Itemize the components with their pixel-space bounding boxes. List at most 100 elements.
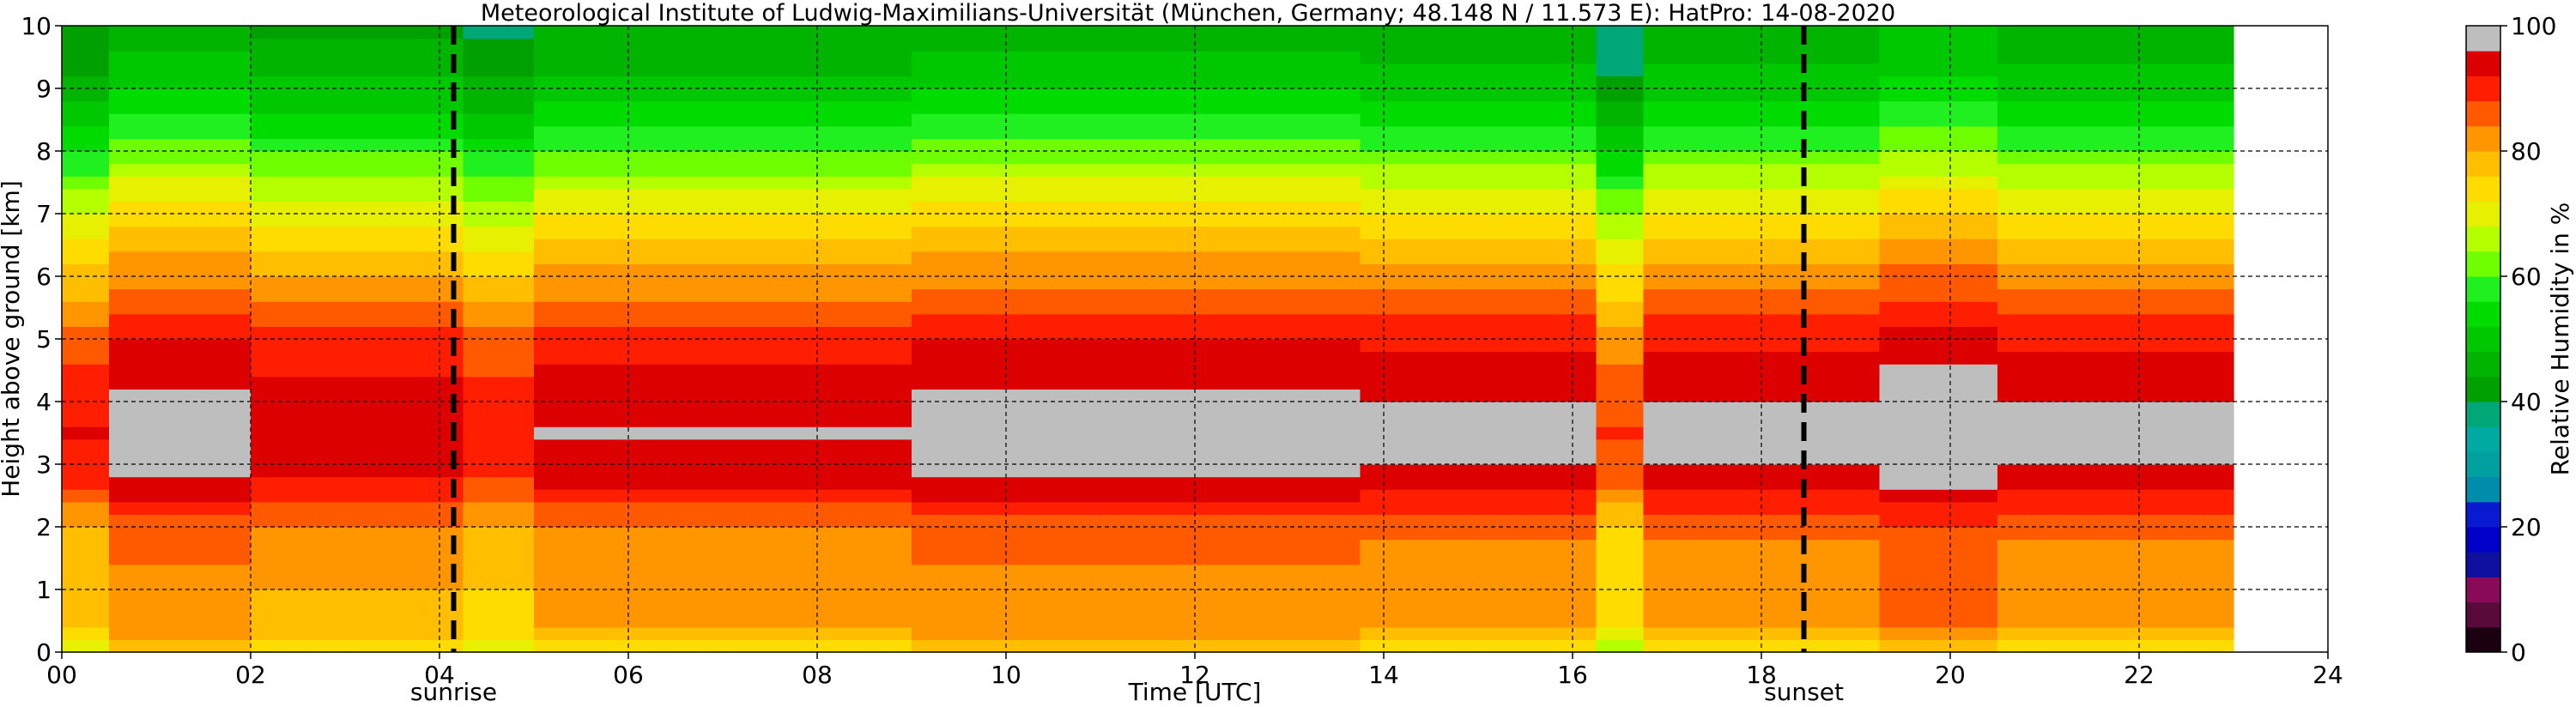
heatmap-cell [581, 451, 606, 465]
heatmap-cell [1171, 151, 1196, 165]
heatmap-cell [723, 138, 748, 152]
heatmap-cell [628, 476, 653, 490]
heatmap-cell [1525, 51, 1550, 64]
heatmap-cell [2115, 601, 2140, 615]
heatmap-cell [1856, 188, 1881, 202]
heatmap-cell [1690, 51, 1715, 64]
heatmap-cell [2021, 214, 2046, 227]
heatmap-cell [1973, 464, 1998, 478]
heatmap-cell [888, 451, 912, 465]
heatmap-cell [982, 476, 1007, 490]
heatmap-cell [2162, 76, 2187, 89]
heatmap-cell [156, 389, 181, 402]
heatmap-cell [2021, 552, 2046, 565]
heatmap-cell [1879, 188, 1904, 202]
heatmap-cell [1407, 263, 1432, 277]
heatmap-cell [935, 527, 960, 541]
heatmap-cell [1431, 201, 1456, 215]
heatmap-cell [1407, 326, 1432, 340]
heatmap-cell [2162, 402, 2187, 415]
heatmap-cell [1053, 288, 1078, 302]
heatmap-cell [1596, 288, 1621, 302]
heatmap-cell [1242, 326, 1267, 340]
heatmap-cell [840, 163, 865, 177]
heatmap-cell [1242, 76, 1267, 89]
heatmap-cell [62, 76, 87, 89]
heatmap-cell [912, 276, 936, 290]
heatmap-cell [1501, 88, 1526, 102]
heatmap-cell [321, 339, 346, 353]
heatmap-cell [1124, 402, 1149, 415]
heatmap-cell [888, 51, 912, 64]
heatmap-cell [1714, 389, 1739, 402]
heatmap-cell [1195, 239, 1220, 252]
heatmap-cell [1832, 364, 1857, 378]
heatmap-cell [1737, 125, 1762, 139]
heatmap-cell [1950, 389, 1975, 402]
heatmap-cell [227, 188, 252, 202]
heatmap-cell [935, 288, 960, 302]
heatmap-cell [1903, 527, 1928, 541]
heatmap-cell [1525, 539, 1550, 553]
heatmap-cell [959, 301, 984, 315]
heatmap-cell [1053, 451, 1078, 465]
heatmap-cell [109, 288, 134, 302]
heatmap-cell [392, 527, 417, 541]
heatmap-cell [1761, 552, 1786, 565]
heatmap-cell [487, 451, 512, 465]
heatmap-cell [1903, 339, 1928, 353]
heatmap-cell [2092, 564, 2117, 577]
heatmap-cell [1478, 251, 1503, 264]
heatmap-cell [2186, 201, 2211, 215]
heatmap-cell [912, 339, 936, 353]
heatmap-cell [1124, 201, 1149, 215]
heatmap-cell [1690, 313, 1715, 327]
heatmap-cell [1312, 476, 1337, 490]
heatmap-cell [1265, 88, 1290, 102]
heatmap-cell [1289, 489, 1314, 503]
heatmap-cell [2115, 26, 2140, 39]
heatmap-cell [298, 464, 323, 478]
heatmap-cell [1879, 614, 1904, 628]
heatmap-cell [109, 26, 134, 39]
heatmap-cell [156, 301, 181, 315]
heatmap-cell [179, 402, 204, 415]
heatmap-cell [1006, 376, 1031, 390]
heatmap-cell [203, 201, 228, 215]
heatmap-cell [1053, 402, 1078, 415]
heatmap-cell [1360, 100, 1385, 114]
heatmap-cell [1171, 26, 1196, 39]
heatmap-cell [1856, 288, 1881, 302]
heatmap-cell [1053, 313, 1078, 327]
heatmap-cell [1029, 226, 1054, 239]
heatmap-cell [534, 201, 559, 215]
heatmap-cell [2115, 527, 2140, 541]
heatmap-cell [1667, 364, 1692, 378]
heatmap-cell [1879, 214, 1904, 227]
heatmap-cell [2115, 226, 2140, 239]
heatmap-cell [1454, 226, 1479, 239]
heatmap-cell [959, 176, 984, 190]
heatmap-cell [85, 38, 110, 51]
heatmap-cell [628, 389, 653, 402]
heatmap-cell [1501, 326, 1526, 340]
heatmap-cell [1478, 464, 1503, 478]
heatmap-cell [463, 263, 488, 277]
heatmap-cell [2209, 489, 2234, 503]
heatmap-cell [1620, 639, 1645, 653]
heatmap-cell [85, 476, 110, 490]
heatmap-cell [1926, 527, 1951, 541]
heatmap-cell [345, 63, 370, 76]
heatmap-cell [1076, 51, 1101, 64]
heatmap-cell [510, 251, 535, 264]
heatmap-cell [2115, 626, 2140, 640]
heatmap-cell [203, 125, 228, 139]
heatmap-cell [628, 364, 653, 378]
heatmap-cell [2115, 501, 2140, 515]
heatmap-cell [1997, 626, 2022, 640]
heatmap-cell [1171, 501, 1196, 515]
heatmap-cell [1242, 514, 1267, 528]
heatmap-cell [604, 489, 629, 503]
heatmap-cell [1856, 438, 1881, 452]
heatmap-cell [1643, 201, 1668, 215]
